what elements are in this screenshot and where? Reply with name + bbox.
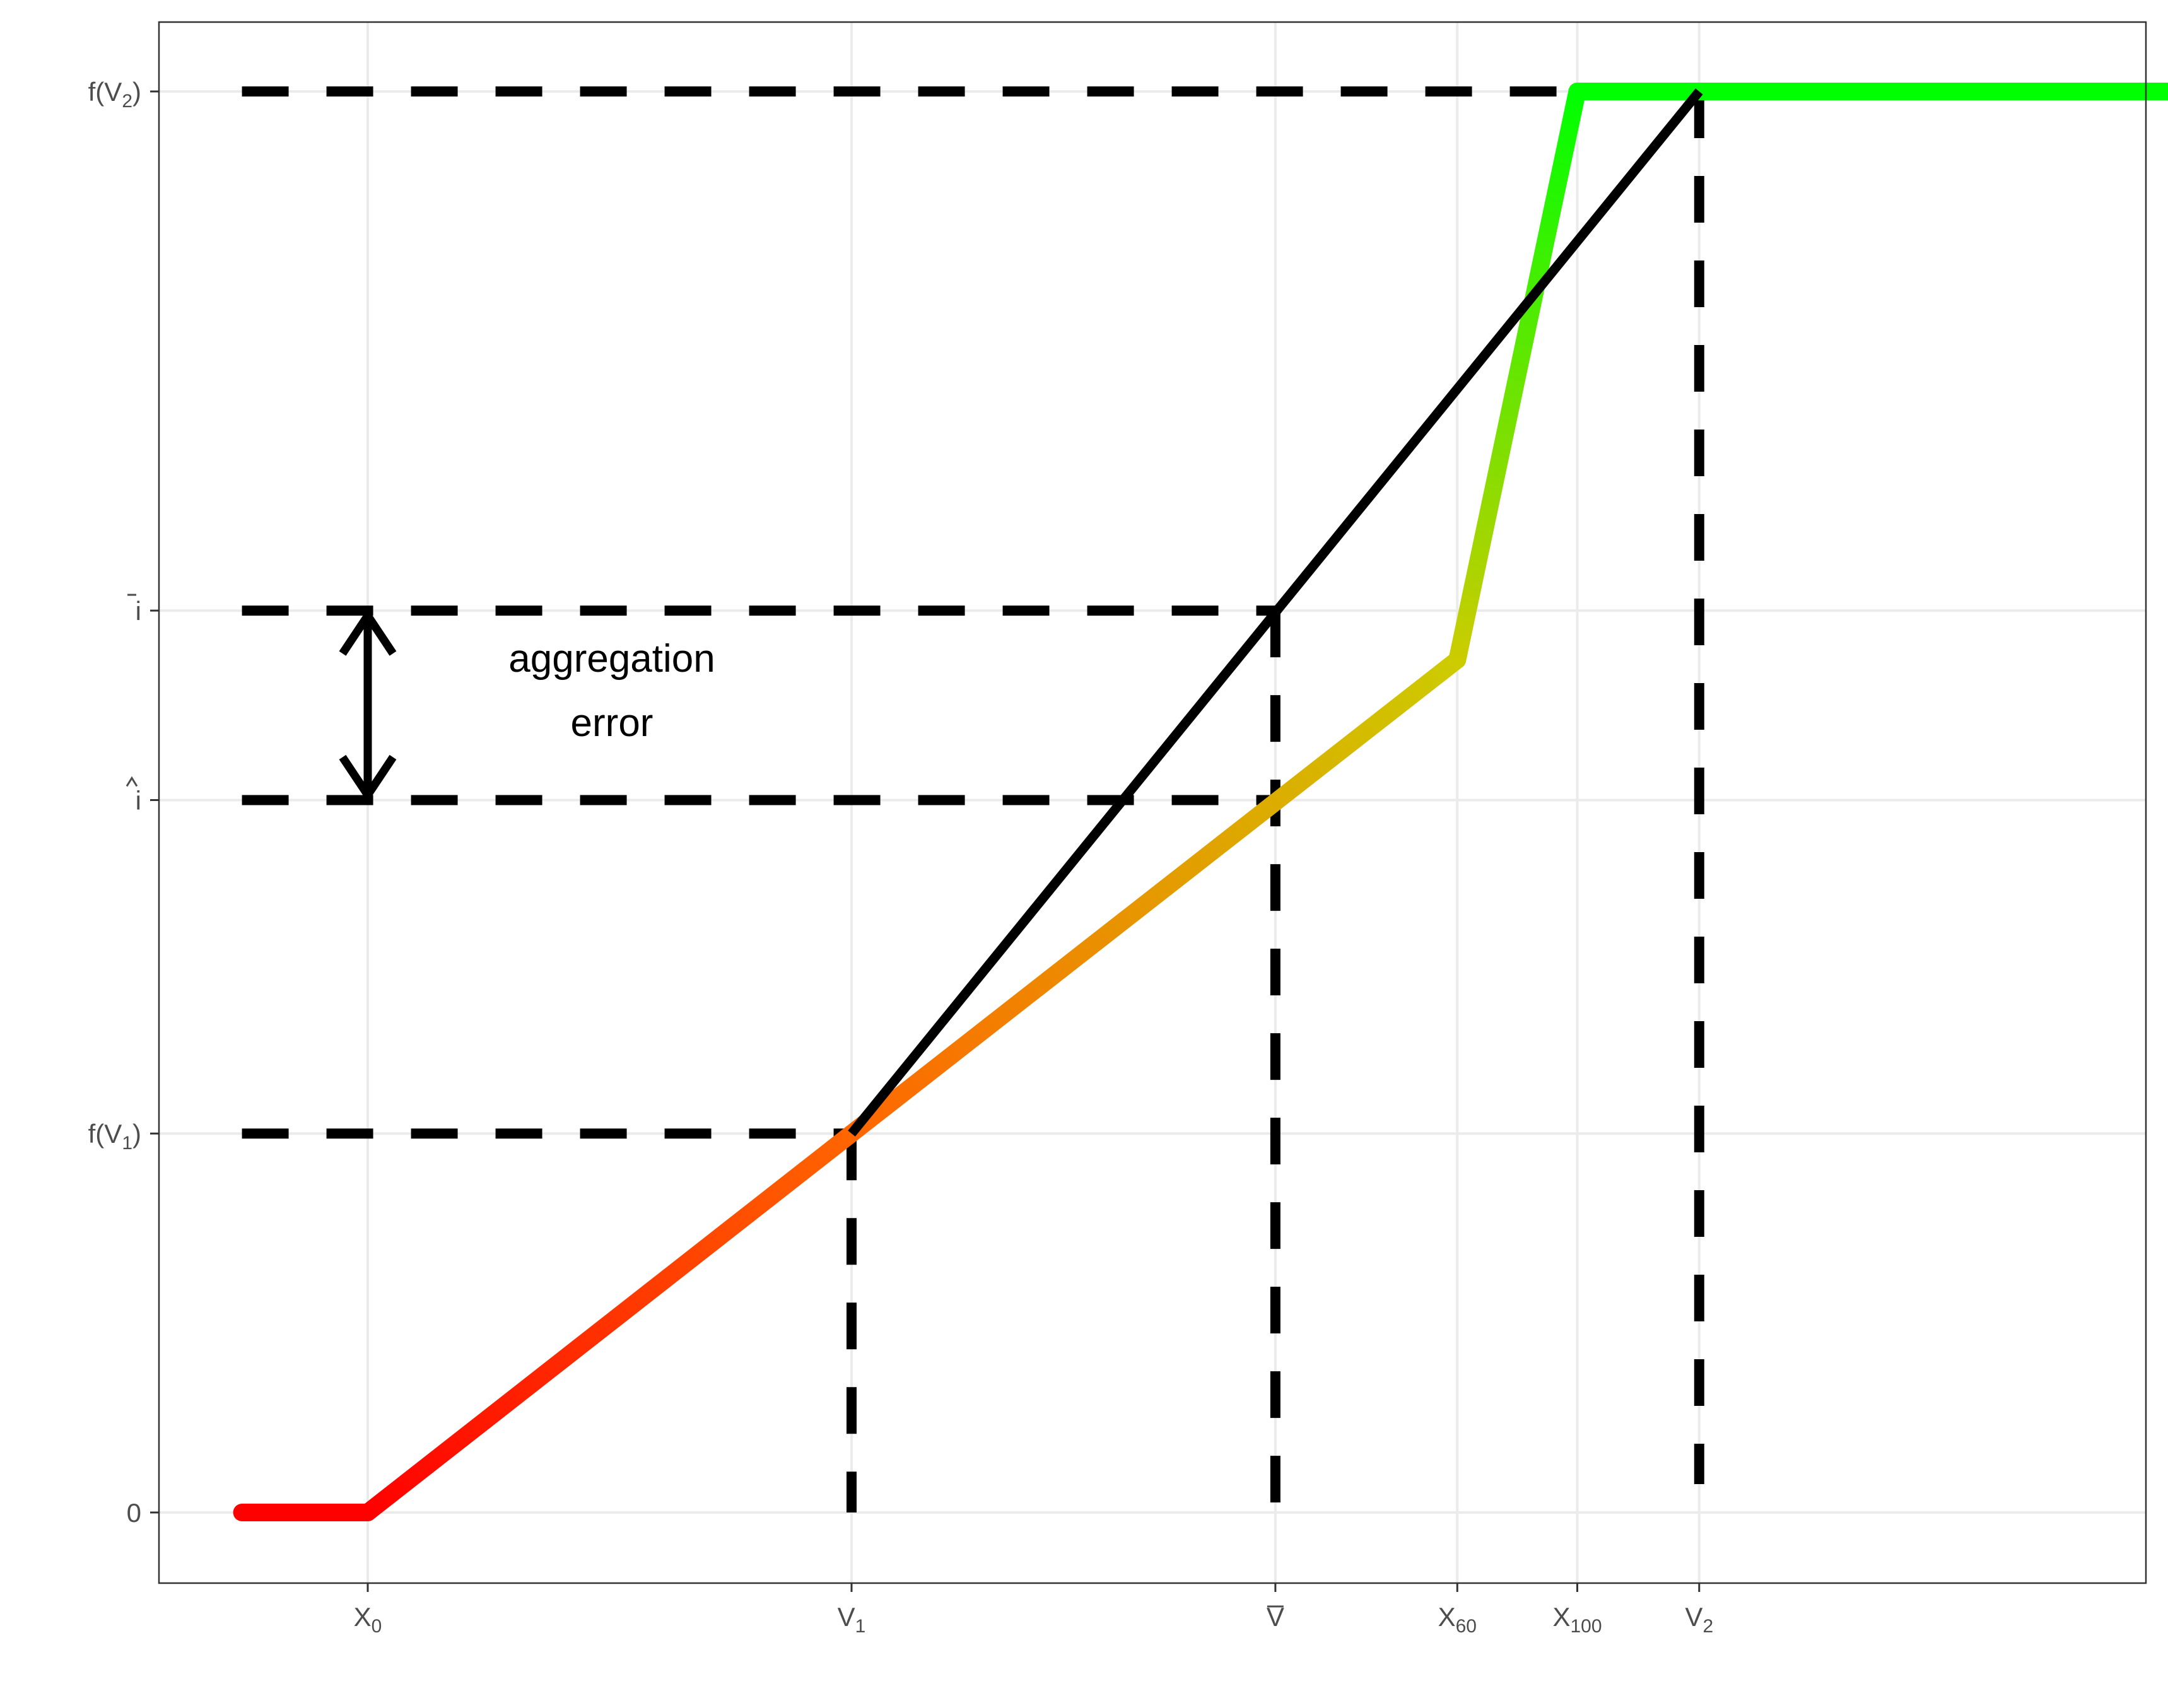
series-lines: [233, 83, 2168, 1521]
curve-segment: [1448, 83, 1586, 669]
x-tick-label: X60: [1438, 1602, 1477, 1637]
curve-segment: [843, 651, 1467, 1143]
curve-segment: [359, 1125, 860, 1521]
plot-panel-border: [158, 21, 2147, 1584]
y-tick-label: 0: [127, 1498, 141, 1528]
error-arrowhead-up: [339, 608, 397, 656]
y-tick-label: i: [136, 596, 141, 626]
interpolation-line: [848, 88, 1703, 1137]
annotations: aggregation error: [339, 608, 715, 803]
x-tick-label: V1: [838, 1602, 866, 1637]
x-tick-label: X0: [354, 1602, 382, 1637]
y-tick-label: i: [136, 785, 141, 815]
x-tick-label: X100: [1552, 1602, 1602, 1637]
error-arrowhead-down: [339, 754, 397, 803]
y-tick-hat: [126, 776, 138, 787]
y-tick-label: f(V1): [88, 1119, 141, 1154]
y-tick-label: f(V2): [88, 77, 141, 112]
reference-lines: [242, 86, 1704, 1512]
x-tick-label: V2: [1685, 1602, 1713, 1637]
annotation-text: error: [571, 701, 653, 745]
annotation-text: aggregation: [508, 637, 715, 681]
